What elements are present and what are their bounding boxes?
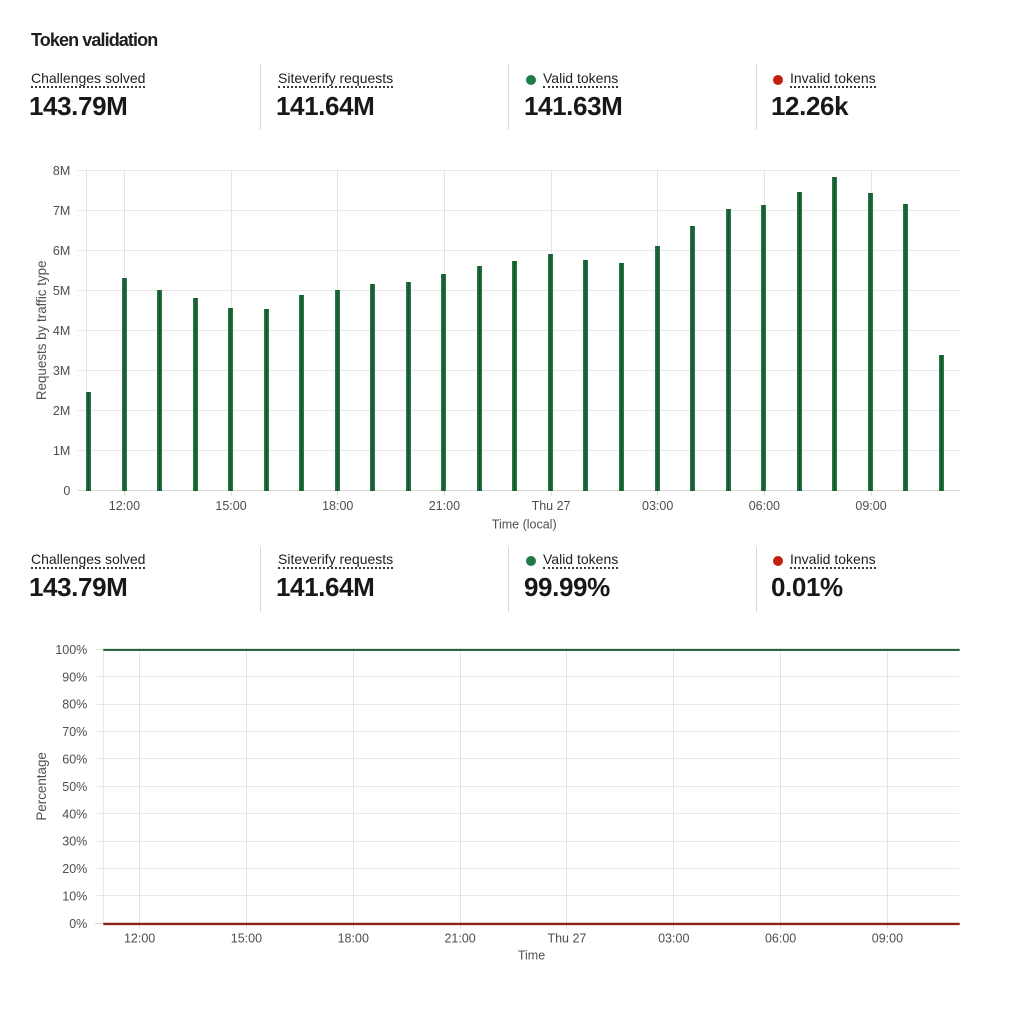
svg-text:03:00: 03:00	[642, 499, 673, 513]
svg-text:100%: 100%	[55, 643, 87, 657]
svg-text:90%: 90%	[62, 670, 87, 684]
svg-text:18:00: 18:00	[338, 932, 369, 946]
svg-text:Time: Time	[518, 948, 545, 962]
svg-text:70%: 70%	[62, 725, 87, 739]
svg-text:09:00: 09:00	[855, 499, 886, 513]
svg-text:Percentage: Percentage	[34, 752, 49, 821]
svg-text:20%: 20%	[62, 862, 87, 876]
svg-text:30%: 30%	[62, 835, 87, 849]
svg-text:21:00: 21:00	[444, 932, 475, 946]
svg-text:12:00: 12:00	[124, 932, 155, 946]
svg-text:7M: 7M	[53, 204, 70, 218]
svg-text:6M: 6M	[53, 244, 70, 258]
svg-text:Thu 27: Thu 27	[547, 932, 586, 946]
svg-text:15:00: 15:00	[215, 499, 246, 513]
svg-text:50%: 50%	[62, 780, 87, 794]
svg-text:09:00: 09:00	[872, 932, 903, 946]
svg-text:2M: 2M	[53, 404, 70, 418]
svg-text:03:00: 03:00	[658, 932, 689, 946]
svg-text:0%: 0%	[69, 917, 87, 931]
svg-text:Requests by traffic type: Requests by traffic type	[34, 260, 49, 400]
svg-text:60%: 60%	[62, 752, 87, 766]
svg-text:1M: 1M	[53, 444, 70, 458]
svg-text:06:00: 06:00	[749, 499, 780, 513]
svg-text:80%: 80%	[62, 698, 87, 712]
svg-text:8M: 8M	[53, 164, 70, 178]
svg-text:21:00: 21:00	[429, 499, 460, 513]
svg-text:12:00: 12:00	[109, 499, 140, 513]
svg-text:4M: 4M	[53, 324, 70, 338]
svg-text:10%: 10%	[62, 890, 87, 904]
svg-text:06:00: 06:00	[765, 932, 796, 946]
svg-text:40%: 40%	[62, 807, 87, 821]
svg-text:18:00: 18:00	[322, 499, 353, 513]
svg-text:Time (local): Time (local)	[492, 518, 557, 532]
svg-text:5M: 5M	[53, 284, 70, 298]
svg-text:15:00: 15:00	[231, 932, 262, 946]
svg-text:0: 0	[63, 484, 70, 498]
svg-text:3M: 3M	[53, 364, 70, 378]
svg-text:Thu 27: Thu 27	[532, 499, 571, 513]
